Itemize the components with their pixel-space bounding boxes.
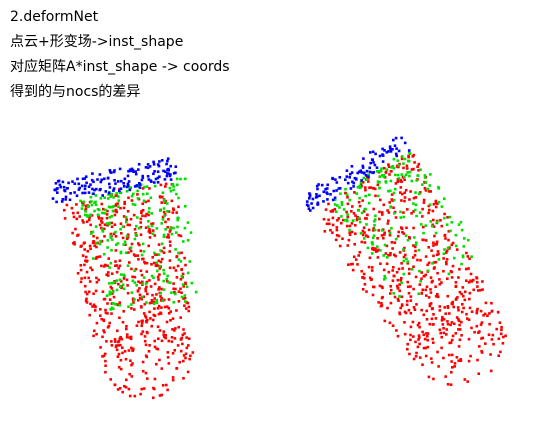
- point-cloud-right: [305, 136, 507, 386]
- note-line-3: 对应矩阵A*inst_shape -> coords: [10, 59, 230, 75]
- note-line-4: 得到的与nocs的差异: [10, 84, 141, 100]
- note-line-2: 点云+形变场->inst_shape: [10, 34, 184, 50]
- note-line-1: 2.deformNet: [10, 9, 99, 25]
- point-cloud-left: [51, 157, 198, 400]
- notes-block: 2.deformNet 点云+形变场->inst_shape 对应矩阵A*ins…: [10, 5, 230, 105]
